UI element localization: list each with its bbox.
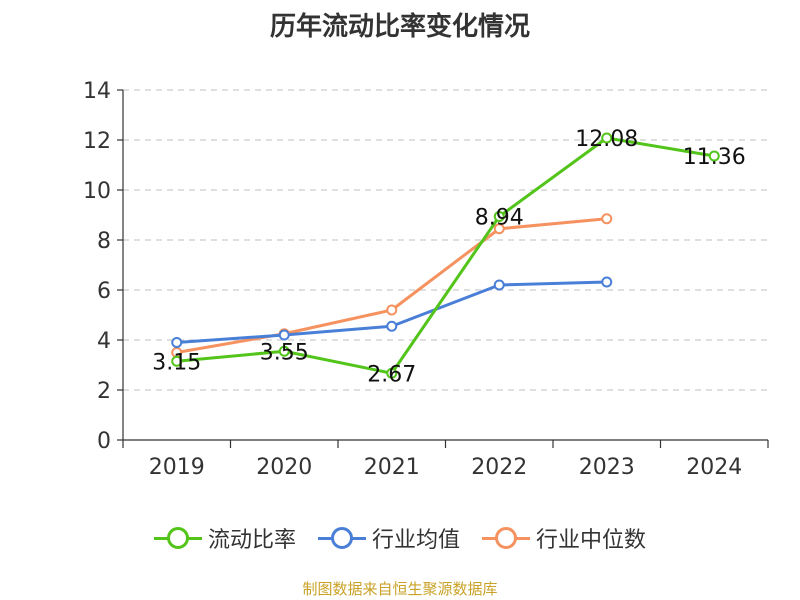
y-tick-label: 14 (83, 79, 111, 104)
legend-label-1: 行业均值 (371, 528, 460, 553)
x-tick-label: 2020 (256, 455, 312, 480)
gridlines (123, 89, 768, 391)
series-point-2 (386, 304, 398, 316)
series-point-0 (171, 355, 183, 367)
x-tick-label: 2022 (471, 455, 527, 480)
axes (117, 89, 769, 448)
series-point-2 (601, 213, 613, 225)
legend-item-1[interactable]: 行业均值 (317, 522, 460, 554)
source-note: 制图数据来自恒生聚源数据库 (302, 580, 498, 598)
y-tick-label: 10 (83, 179, 111, 204)
series-point-0 (708, 150, 720, 162)
series-lines (176, 136, 715, 375)
data-label: 12.08 (575, 127, 638, 152)
series-point-0 (493, 211, 505, 222)
y-tick-label: 8 (97, 229, 111, 254)
y-tick-label: 12 (83, 129, 111, 154)
y-tick-label: 6 (97, 279, 111, 304)
series-point-1 (601, 276, 613, 288)
data-label: 8.94 (475, 206, 524, 231)
y-tick-label: 0 (97, 429, 111, 454)
y-tick-labels: 0 2 4 6 8 10 12 14 (83, 79, 111, 454)
data-labels: 3.15 3.55 2.67 8.94 12.08 11.36 (152, 127, 745, 387)
series-point-1 (493, 279, 505, 291)
x-tick-label: 2019 (149, 455, 205, 480)
legend-swatch-2 (482, 526, 530, 550)
data-label: 2.67 (367, 362, 416, 387)
data-label: 3.55 (260, 340, 309, 365)
x-tick-label: 2021 (364, 455, 420, 480)
legend-item-2[interactable]: 行业中位数 (482, 522, 646, 554)
series-point-1 (386, 320, 398, 332)
legend: 流动比率 行业均值 行业中位数 (0, 518, 800, 558)
series-points (171, 132, 720, 379)
x-tick-label: 2024 (686, 455, 742, 480)
legend-label-2: 行业中位数 (536, 528, 647, 553)
data-label: 3.15 (152, 350, 201, 375)
series-point-0 (278, 345, 290, 357)
series-point-1 (278, 329, 290, 341)
legend-item-0[interactable]: 流动比率 (153, 522, 296, 554)
x-tick-labels: 2019 2020 2021 2022 2023 2024 (149, 455, 743, 480)
data-label: 11.36 (683, 145, 746, 170)
legend-swatch-0 (153, 526, 202, 550)
series-line-2 (176, 217, 607, 354)
y-tick-label: 4 (97, 329, 111, 354)
series-point-0 (601, 132, 613, 144)
chart-title: 历年流动比率变化情况 (269, 12, 530, 42)
series-point-1 (171, 337, 183, 348)
series-point-2 (493, 223, 505, 235)
legend-swatch-1 (317, 526, 366, 550)
x-tick-label: 2023 (579, 455, 635, 480)
legend-label-0: 流动比率 (207, 528, 296, 553)
y-tick-label: 2 (97, 379, 111, 404)
series-line-0 (176, 136, 715, 375)
series-point-0 (386, 367, 398, 379)
